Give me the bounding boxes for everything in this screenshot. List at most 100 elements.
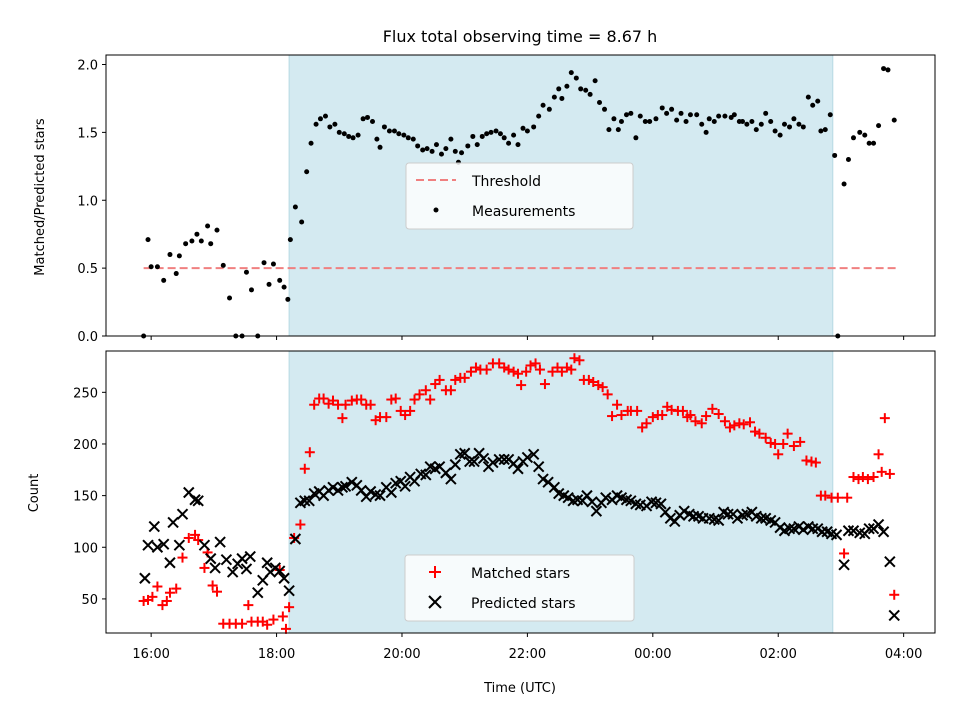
measurement-point: [377, 144, 383, 150]
matched-star-point: [760, 432, 771, 443]
predicted-star-point: [214, 536, 226, 548]
matched-star-point: [806, 456, 817, 467]
predicted-star-stroke-b: [683, 508, 695, 520]
predicted-star-point: [527, 448, 540, 461]
predicted-star-stroke-b: [731, 512, 744, 525]
predicted-star-stroke-b: [415, 468, 427, 480]
matched-star-point: [525, 360, 536, 371]
predicted-star-point: [164, 557, 176, 569]
top-y-tick-label: 1.5: [77, 126, 98, 141]
matched-star-point: [842, 492, 853, 503]
measurement-point: [850, 135, 856, 141]
matched-star-point: [425, 394, 436, 405]
predicted-star-stroke-b: [571, 494, 584, 506]
predicted-star-stroke-b: [755, 512, 768, 525]
measurement-point: [669, 106, 675, 112]
matched-star-point: [729, 420, 740, 431]
measurement-point: [568, 70, 574, 76]
matched-star-point: [390, 393, 401, 404]
predicted-star-stroke-b: [339, 480, 352, 493]
predicted-star-point: [590, 505, 603, 517]
predicted-star-stroke-b: [273, 565, 286, 577]
matched-star-point: [161, 595, 172, 606]
matched-star-point: [386, 394, 397, 405]
predicted-star-point: [755, 512, 768, 525]
matched-star-point: [889, 589, 900, 600]
predicted-star-stroke-b: [847, 525, 860, 537]
matched-star-point: [677, 405, 688, 416]
predicted-star-stroke-b: [151, 541, 164, 553]
predicted-star-point: [420, 469, 432, 481]
top-y-axis-label: Matched/Predicted stars: [33, 118, 48, 276]
predicted-star-stroke-b: [252, 587, 264, 599]
matched-star-point: [738, 419, 749, 430]
predicted-star-stroke-b: [634, 499, 646, 511]
predicted-star-point: [548, 481, 561, 494]
matched-star-point: [612, 399, 623, 410]
predicted-star-stroke-b: [888, 609, 900, 622]
matched-star-point: [516, 380, 527, 391]
predicted-star-stroke-b: [468, 455, 480, 468]
measurement-point: [410, 136, 416, 142]
predicted-star-point: [176, 508, 189, 520]
predicted-star-stroke-b: [198, 539, 211, 551]
measurement-point: [805, 94, 811, 100]
measurement-point: [777, 132, 783, 138]
measurement-point: [602, 106, 608, 112]
measurement-point: [615, 127, 621, 133]
measurement-point: [317, 116, 323, 122]
bottom-y-tick-label: 250: [73, 386, 98, 401]
matched-star-point: [171, 583, 182, 594]
top-panel: 0.0 0.5 1.0 1.5 2.0: [77, 54, 936, 345]
measurement-point: [183, 241, 189, 247]
predicted-star-point: [888, 609, 900, 622]
predicted-star-stroke-b: [703, 512, 715, 525]
measurement-point: [266, 281, 272, 287]
predicted-star-point: [278, 572, 290, 584]
measurement-point: [683, 119, 689, 125]
matched-star-point: [862, 474, 873, 485]
matched-star-point: [409, 394, 420, 405]
matched-star-point: [879, 413, 890, 424]
measurement-point: [420, 147, 426, 153]
measurement-point: [332, 121, 338, 127]
measurement-point: [396, 131, 402, 137]
matched-star-point: [299, 463, 310, 474]
measurement-point: [220, 262, 226, 268]
predicted-star-stroke-b: [374, 489, 386, 502]
measurement-point: [470, 133, 476, 139]
matched-star-point: [782, 428, 793, 439]
legend-measurements-label: Measurements: [472, 204, 575, 220]
measurement-point: [438, 151, 444, 157]
measurement-point: [703, 129, 709, 135]
predicted-star-stroke-b: [687, 510, 700, 522]
measurement-point: [623, 112, 629, 118]
matched-star-point: [356, 394, 367, 405]
matched-star-point: [237, 618, 248, 629]
predicted-star-stroke-b: [477, 452, 490, 465]
measurement-point: [386, 128, 392, 134]
predicted-star-stroke-b: [493, 453, 505, 466]
matched-star-point: [750, 426, 761, 437]
predicted-star-stroke-b: [764, 514, 777, 527]
matched-star-point: [788, 441, 799, 452]
predicted-star-point: [399, 480, 411, 493]
top-legend-box: [405, 162, 634, 230]
bottom-axes-frame: [105, 350, 936, 634]
matched-star-point: [632, 405, 643, 416]
matched-star-point: [734, 418, 745, 429]
matched-star-point: [719, 416, 730, 427]
predicted-star-stroke-b: [299, 495, 311, 507]
measurement-point: [531, 124, 537, 130]
measurement-point: [716, 113, 722, 119]
predicted-star-point: [487, 456, 499, 469]
top-y-tick-label: 0.0: [77, 330, 98, 345]
x-tick-label: 16:00: [132, 647, 169, 662]
matched-star-point: [754, 428, 765, 439]
matched-star-point: [280, 623, 291, 634]
measurement-point: [248, 287, 254, 293]
predicted-star-stroke-b: [369, 488, 382, 501]
measurement-point: [618, 119, 624, 125]
measurement-point: [448, 136, 454, 142]
predicted-star-point: [449, 458, 461, 471]
